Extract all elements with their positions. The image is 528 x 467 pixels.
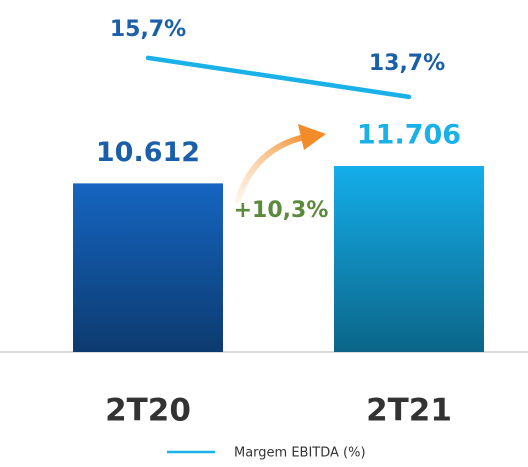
bar-shade — [73, 183, 223, 352]
legend-label: Margem EBITDA (%) — [234, 446, 366, 461]
line-value-label: 15,7% — [110, 17, 186, 42]
growth-annotation: +10,3% — [234, 198, 329, 223]
growth-arrow — [235, 133, 315, 203]
x-tick-label: 2T21 — [366, 393, 452, 429]
line-value-label: 13,7% — [369, 51, 445, 76]
x-tick-label: 2T20 — [105, 393, 191, 429]
bar-shade — [334, 166, 484, 352]
line — [145, 55, 412, 100]
growth-arrow-head — [298, 124, 326, 150]
bar-value-label: 10.612 — [96, 137, 200, 168]
bar-value-label: 11.706 — [357, 120, 461, 151]
